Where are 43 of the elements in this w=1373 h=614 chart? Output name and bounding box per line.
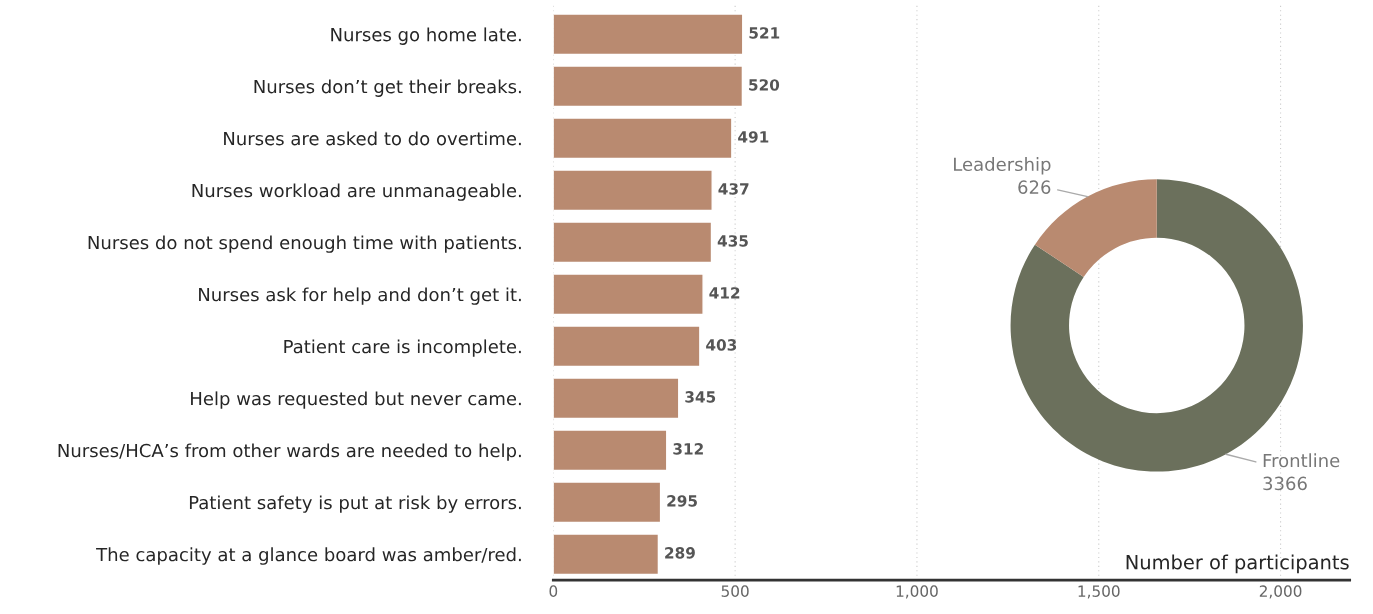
data-label: 295: [667, 495, 697, 507]
data-label: 491: [738, 131, 769, 143]
bar: [553, 325, 701, 368]
data-label: 437: [718, 183, 749, 195]
data-label: 521: [749, 27, 780, 39]
bar: [553, 221, 713, 264]
y-tick-label: Nurses go home late.: [331, 27, 521, 45]
x-axis-title: Number of participants: [1126, 554, 1349, 574]
data-label: 312: [673, 443, 703, 455]
data-label: 412: [709, 287, 740, 299]
bar: [553, 429, 668, 472]
y-tick-label: Nurses workload are unmanageable.: [192, 183, 521, 201]
bar: [553, 65, 744, 108]
bar: [553, 273, 704, 316]
y-tick-label: Nurses don’t get their breaks.: [254, 79, 521, 97]
x-tick-label: 0: [549, 585, 558, 597]
y-tick-label: The capacity at a glance board was amber/red.: [96, 547, 521, 565]
bar: [553, 169, 713, 212]
bar: [553, 377, 680, 420]
y-tick-label: Help was requested but never came.: [191, 391, 521, 409]
data-label: 435: [717, 235, 748, 247]
y-tick-label: Nurses ask for help and don’t get it.: [199, 287, 521, 305]
y-tick-label: Patient safety is put at risk by errors.: [189, 495, 521, 513]
slice-label: Leadership: [954, 157, 1051, 175]
y-tick-label: Patient care is incomplete.: [284, 339, 521, 357]
bar: [553, 117, 733, 160]
y-tick-label: Nurses/HCA’s from other wards are needed to help.: [58, 443, 521, 461]
bar: [553, 533, 660, 576]
x-tick-label: 1,500: [1078, 585, 1120, 599]
data-label: 3366: [1263, 476, 1307, 491]
data-label: 403: [706, 339, 737, 351]
data-label: 520: [749, 79, 780, 91]
data-label: 626: [1018, 180, 1051, 195]
slice-label: Frontline: [1263, 453, 1340, 468]
bar: [553, 481, 662, 524]
x-tick-label: 2,000: [1259, 585, 1302, 599]
x-tick-label: 500: [721, 585, 749, 597]
y-tick-label: Nurses do not spend enough time with patients.: [88, 235, 521, 253]
y-tick-label: Nurses are asked to do overtime.: [224, 131, 521, 146]
data-label: 345: [685, 391, 716, 403]
data-label: 289: [665, 547, 695, 559]
x-tick-label: 1,000: [896, 585, 938, 599]
bar: [553, 13, 744, 56]
